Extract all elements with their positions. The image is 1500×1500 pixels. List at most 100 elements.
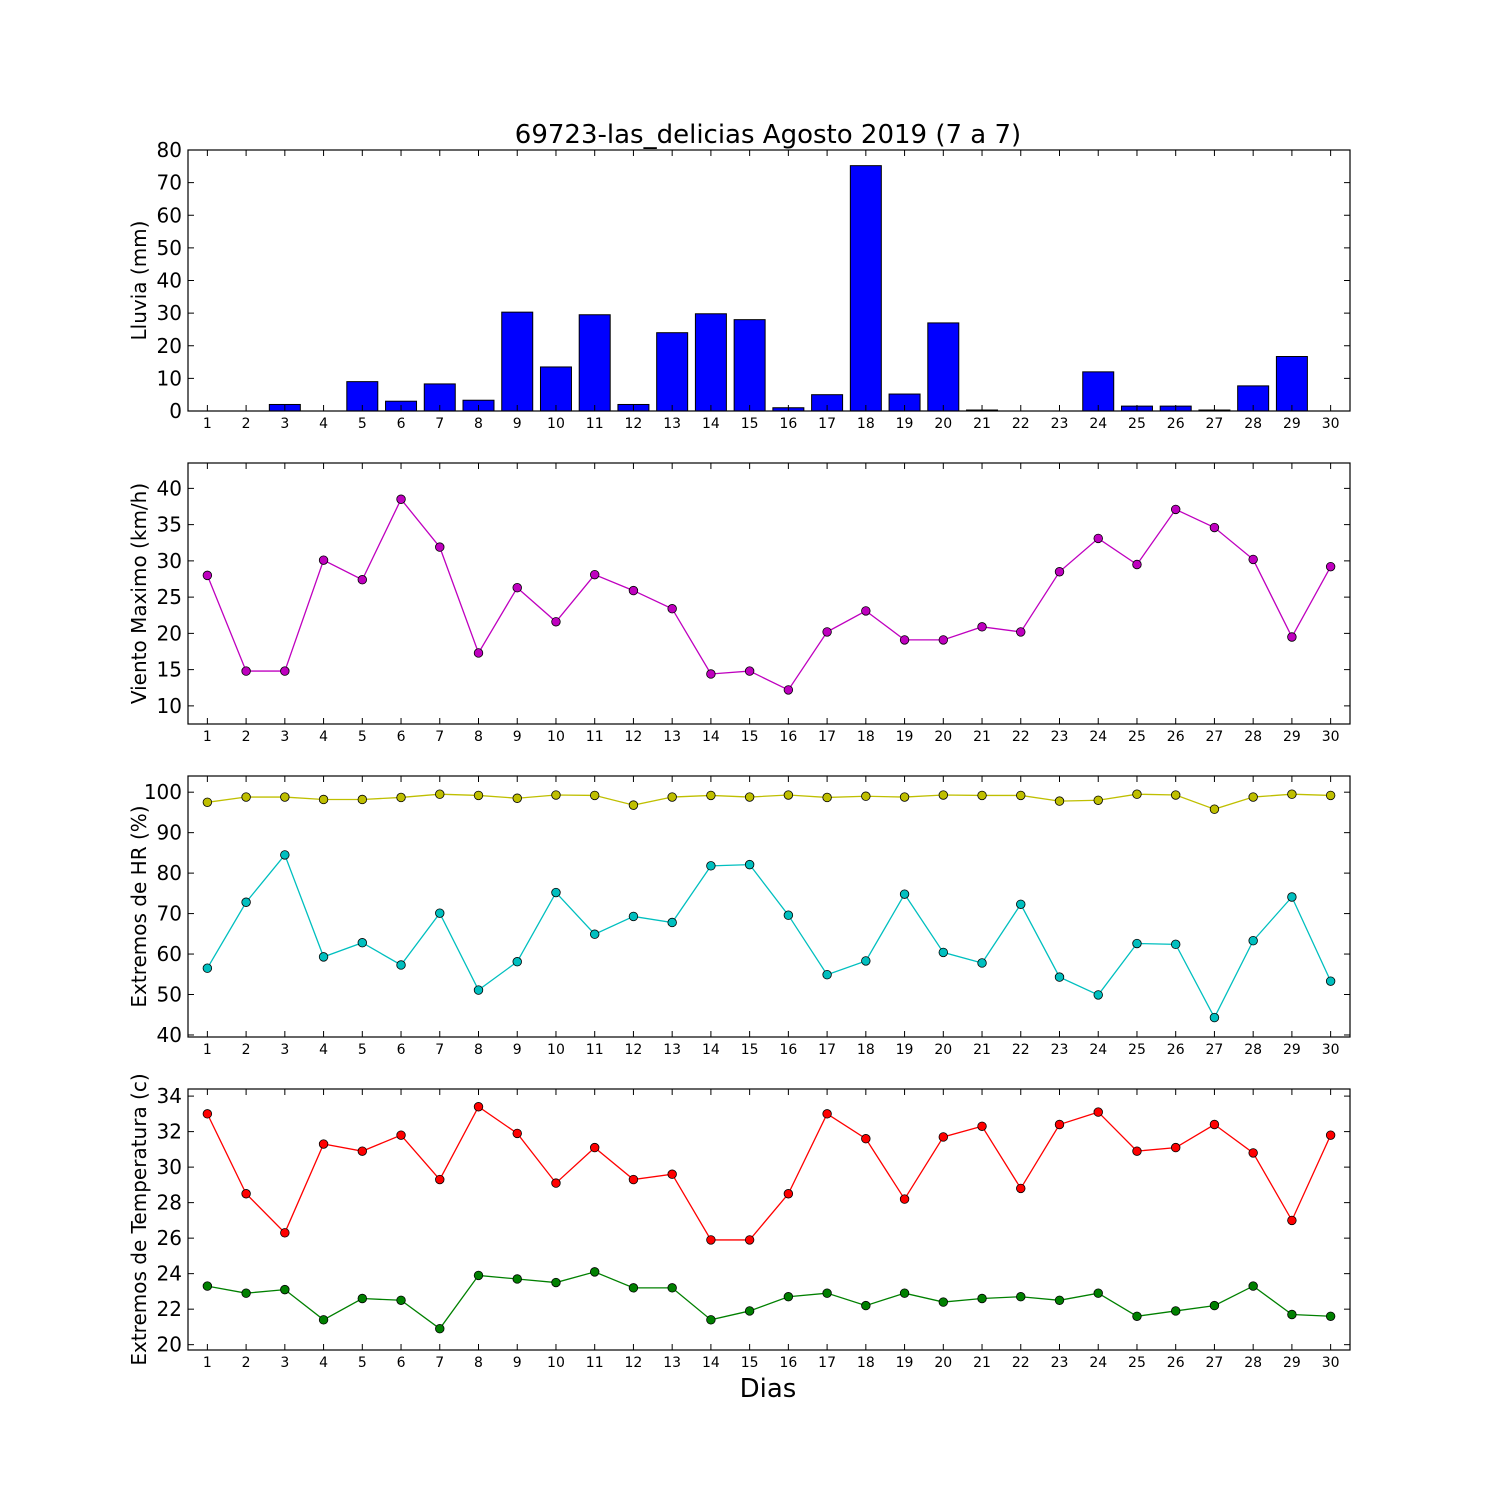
series-2-point [1325,1311,1336,1321]
series-2-point [473,1270,484,1281]
series-1-point [473,648,484,658]
series-1-point [241,792,251,802]
series-2-point [241,897,251,907]
bar-day-11 [578,314,611,412]
series-2-point [1325,976,1336,986]
series-1-point [1325,1130,1336,1140]
bar-day-15 [733,319,766,412]
x-tick-label: 5 [358,416,367,432]
x-tick-label: 1 [203,416,212,432]
y-tick-label: 40 [157,1023,182,1047]
x-tick-label: 4 [319,729,328,745]
series-1-point [1016,627,1026,637]
series-2-point [1287,892,1297,902]
x-tick-label: 21 [973,416,991,432]
x-tick-label: 27 [1206,416,1224,432]
series-2-point [1093,1288,1103,1298]
series-1-point [706,669,716,679]
series-1-point [551,617,561,627]
x-tick-label: 8 [474,1042,483,1058]
y-tick-label: 30 [157,549,182,573]
x-tick-label: 2 [242,729,251,745]
series-1-point [202,1109,213,1119]
series-2-point [667,917,677,928]
x-tick-label: 30 [1322,1042,1340,1058]
x-tick-label: 8 [474,1355,483,1371]
series-1-point [938,790,949,800]
series-1-point [706,790,716,801]
series-1-point [512,583,522,593]
bar-day-10 [539,366,572,412]
y-tick-label: 20 [157,621,182,645]
y-tick-label: 20 [157,1333,182,1357]
series-2-point [822,969,832,980]
series-1-point [318,794,329,805]
series-2-point [783,1292,794,1302]
x-tick-label: 26 [1167,1042,1185,1058]
series-1-point [241,666,251,676]
y-axis-label: Extremos de Temperatura (c) [127,1073,151,1365]
series-1-point [977,622,987,632]
y-tick-label: 10 [157,694,182,718]
series-1-point [318,555,329,565]
x-tick-label: 12 [625,1042,643,1058]
series-1-line [207,793,1331,810]
x-tick-label: 13 [663,729,681,745]
x-tick-label: 19 [896,729,914,745]
axes-frame [187,149,1351,412]
x-tick-label: 28 [1244,416,1262,432]
x-tick-label: 28 [1244,729,1262,745]
x-tick-label: 16 [779,729,797,745]
series-2-point [938,1297,949,1307]
x-tick-label: 29 [1283,1042,1301,1058]
series-1-point [783,1189,794,1199]
series-1-line [206,498,1332,691]
axes-frame [187,775,1351,1038]
series-1-point [667,792,677,802]
x-tick-label: 22 [1012,416,1030,432]
x-tick-label: 26 [1167,416,1185,432]
series-1-point [357,575,368,585]
series-2-point [280,1284,290,1295]
y-tick-label: 15 [157,658,182,682]
x-tick-label: 2 [242,1042,251,1058]
y-tick-label: 70 [157,902,182,926]
series-2-point [241,1288,251,1298]
series-1-point [1248,554,1258,565]
series-1-point [396,494,406,504]
series-1-point [241,1189,251,1199]
x-tick-label: 16 [779,1355,797,1371]
series-1-point [628,800,639,810]
series-1-point [435,1174,445,1185]
series-1-point [1170,1142,1181,1153]
series-1-point [435,542,445,552]
series-1-point [899,635,910,645]
x-tick-label: 8 [474,416,483,432]
x-tick-label: 22 [1012,1355,1030,1371]
x-tick-label: 10 [547,1355,565,1371]
x-tick-label: 4 [319,416,328,432]
x-tick-label: 14 [702,729,720,745]
series-2-point [435,908,445,918]
series-1-point [357,1146,368,1156]
series-2-point [1209,1300,1220,1311]
series-1-point [667,1169,677,1179]
x-tick-label: 12 [625,729,643,745]
y-tick-label: 70 [157,171,182,195]
series-2-point [1016,899,1026,909]
x-tick-label: 25 [1128,1355,1146,1371]
series-1-point [744,1235,755,1245]
series-1-line [206,1105,1332,1241]
series-1-point [551,790,561,800]
series-1-point [590,790,600,801]
series-1-point [280,792,290,802]
series-2-point [1248,1281,1258,1291]
series-1-point [783,685,794,695]
series-1-point [1132,789,1142,799]
x-tick-label: 12 [625,1355,643,1371]
x-tick-label: 11 [586,416,604,432]
series-1-point [396,792,406,803]
series-1-point [1287,789,1297,799]
series-1-point [1132,1146,1142,1156]
series-1-point [628,1174,639,1185]
